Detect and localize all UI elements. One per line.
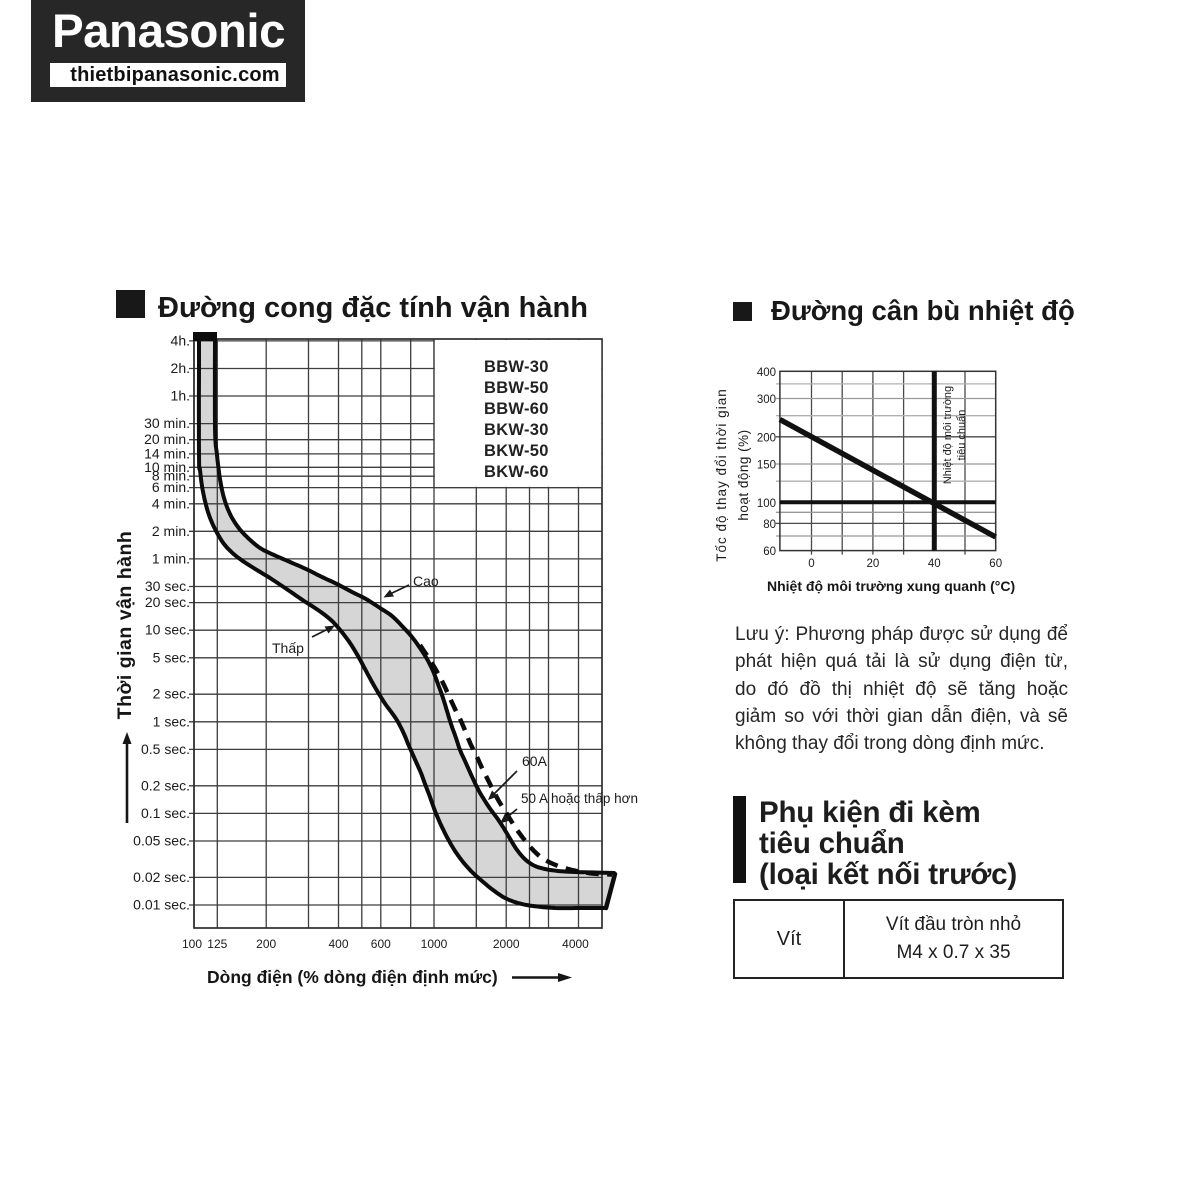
svg-text:14 min.: 14 min. — [144, 445, 190, 461]
svg-text:200: 200 — [757, 432, 776, 444]
svg-text:200: 200 — [256, 937, 276, 951]
svg-text:2 sec.: 2 sec. — [153, 686, 190, 702]
svg-text:Tốc độ thay đổi thời gian: Tốc độ thay đổi thời gian — [714, 388, 729, 561]
svg-text:Thấp: Thấp — [272, 640, 304, 656]
svg-text:tiêu chuẩn: tiêu chuẩn — [956, 410, 968, 461]
svg-text:4 min.: 4 min. — [152, 495, 190, 511]
svg-text:400: 400 — [757, 367, 776, 379]
svg-text:BKW-50: BKW-50 — [484, 442, 549, 460]
svg-text:BBW-60: BBW-60 — [484, 400, 549, 418]
svg-text:0.05 sec.: 0.05 sec. — [133, 833, 190, 849]
svg-text:600: 600 — [371, 937, 391, 951]
svg-text:6 min.: 6 min. — [152, 479, 190, 495]
svg-text:5 sec.: 5 sec. — [153, 649, 190, 665]
svg-text:300: 300 — [757, 394, 776, 406]
svg-text:80: 80 — [763, 519, 776, 531]
svg-text:100: 100 — [182, 937, 202, 951]
svg-text:20: 20 — [867, 558, 880, 570]
svg-text:60A: 60A — [522, 753, 548, 769]
svg-text:40: 40 — [928, 558, 941, 570]
svg-text:60: 60 — [763, 546, 776, 558]
svg-text:Nhiệt độ môi trường xung quanh: Nhiệt độ môi trường xung quanh (°C) — [767, 578, 1015, 594]
svg-text:2h.: 2h. — [171, 360, 190, 376]
svg-text:100: 100 — [757, 498, 776, 510]
svg-text:4000: 4000 — [562, 937, 589, 951]
svg-text:BBW-30: BBW-30 — [484, 358, 549, 376]
svg-text:Dòng điện (% dòng điện định mứ: Dòng điện (% dòng điện định mức) — [207, 967, 498, 987]
svg-text:BKW-30: BKW-30 — [484, 421, 549, 439]
svg-text:1000: 1000 — [421, 937, 448, 951]
svg-text:1 min.: 1 min. — [152, 550, 190, 566]
svg-text:2 min.: 2 min. — [152, 523, 190, 539]
svg-text:0.02 sec.: 0.02 sec. — [133, 869, 190, 885]
svg-text:20 min.: 20 min. — [144, 431, 190, 447]
svg-text:Nhiệt độ môi trường: Nhiệt độ môi trường — [942, 386, 954, 484]
svg-text:8 min.: 8 min. — [152, 468, 190, 484]
svg-text:30 min.: 30 min. — [144, 415, 190, 431]
svg-text:50 A hoặc thấp hơn: 50 A hoặc thấp hơn — [521, 791, 638, 806]
svg-text:0.5 sec.: 0.5 sec. — [141, 741, 190, 757]
svg-text:10 sec.: 10 sec. — [145, 622, 190, 638]
svg-text:Cao: Cao — [413, 573, 439, 589]
svg-text:Thời gian vận hành: Thời gian vận hành — [114, 531, 136, 720]
svg-text:0.1 sec.: 0.1 sec. — [141, 805, 190, 821]
svg-text:2000: 2000 — [493, 937, 520, 951]
svg-text:125: 125 — [207, 937, 227, 951]
svg-text:400: 400 — [328, 937, 348, 951]
svg-text:0: 0 — [808, 558, 814, 570]
svg-text:hoạt động (%): hoạt động (%) — [736, 429, 751, 520]
svg-text:60: 60 — [989, 558, 1002, 570]
svg-text:1h.: 1h. — [171, 388, 190, 404]
svg-text:30 sec.: 30 sec. — [145, 578, 190, 594]
svg-text:BBW-50: BBW-50 — [484, 379, 549, 397]
svg-text:4h.: 4h. — [171, 332, 190, 348]
svg-text:1 sec.: 1 sec. — [153, 713, 190, 729]
svg-text:150: 150 — [757, 460, 776, 472]
svg-text:0.2 sec.: 0.2 sec. — [141, 777, 190, 793]
svg-text:10 min.: 10 min. — [144, 459, 190, 475]
svg-text:20 sec.: 20 sec. — [145, 594, 190, 610]
svg-text:0.01 sec.: 0.01 sec. — [133, 897, 190, 913]
svg-text:BKW-60: BKW-60 — [484, 463, 549, 481]
